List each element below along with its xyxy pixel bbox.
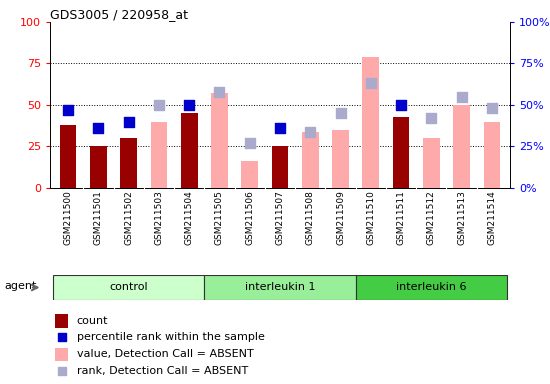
Bar: [332, 130, 349, 188]
Point: [306, 129, 315, 135]
Bar: [120, 138, 137, 188]
Bar: [60, 125, 76, 188]
Text: control: control: [109, 283, 148, 293]
Bar: [241, 161, 258, 188]
Bar: [423, 138, 439, 188]
Bar: [54, 314, 68, 328]
Point: [57, 334, 66, 341]
Point: [94, 125, 103, 131]
Point: [124, 119, 133, 125]
Text: GDS3005 / 220958_at: GDS3005 / 220958_at: [50, 8, 188, 21]
Text: GSM211504: GSM211504: [185, 190, 194, 245]
Text: GSM211509: GSM211509: [336, 190, 345, 245]
Point: [336, 110, 345, 116]
FancyBboxPatch shape: [53, 275, 205, 300]
Point: [57, 368, 66, 374]
Point: [427, 115, 436, 121]
Bar: [181, 113, 197, 188]
Bar: [211, 93, 228, 188]
Text: interleukin 1: interleukin 1: [245, 283, 315, 293]
FancyBboxPatch shape: [205, 275, 356, 300]
Bar: [483, 122, 500, 188]
Bar: [453, 105, 470, 188]
Point: [215, 89, 224, 95]
Text: GSM211508: GSM211508: [306, 190, 315, 245]
Text: GSM211510: GSM211510: [366, 190, 375, 245]
Text: percentile rank within the sample: percentile rank within the sample: [76, 333, 265, 343]
Text: GSM211514: GSM211514: [487, 190, 496, 245]
Text: GSM211505: GSM211505: [215, 190, 224, 245]
Text: GSM211506: GSM211506: [245, 190, 254, 245]
Point: [457, 94, 466, 100]
Text: GSM211500: GSM211500: [64, 190, 73, 245]
Point: [487, 105, 496, 111]
Text: GSM211503: GSM211503: [155, 190, 163, 245]
Bar: [90, 147, 107, 188]
Point: [245, 140, 254, 146]
Text: GSM211507: GSM211507: [276, 190, 284, 245]
Bar: [362, 57, 379, 188]
Text: agent: agent: [4, 281, 36, 291]
Text: GSM211512: GSM211512: [427, 190, 436, 245]
Text: interleukin 6: interleukin 6: [396, 283, 466, 293]
Text: GSM211502: GSM211502: [124, 190, 133, 245]
Text: value, Detection Call = ABSENT: value, Detection Call = ABSENT: [76, 349, 254, 359]
Text: GSM211511: GSM211511: [397, 190, 405, 245]
Bar: [54, 348, 68, 361]
Point: [366, 80, 375, 86]
Bar: [302, 132, 318, 188]
Text: count: count: [76, 316, 108, 326]
Point: [185, 102, 194, 108]
Point: [276, 125, 284, 131]
Point: [397, 102, 405, 108]
Bar: [393, 117, 409, 188]
Bar: [151, 122, 167, 188]
Point: [64, 107, 73, 113]
Bar: [272, 147, 288, 188]
Point: [155, 102, 163, 108]
Text: rank, Detection Call = ABSENT: rank, Detection Call = ABSENT: [76, 366, 248, 376]
Text: GSM211501: GSM211501: [94, 190, 103, 245]
FancyBboxPatch shape: [356, 275, 507, 300]
Text: GSM211513: GSM211513: [457, 190, 466, 245]
